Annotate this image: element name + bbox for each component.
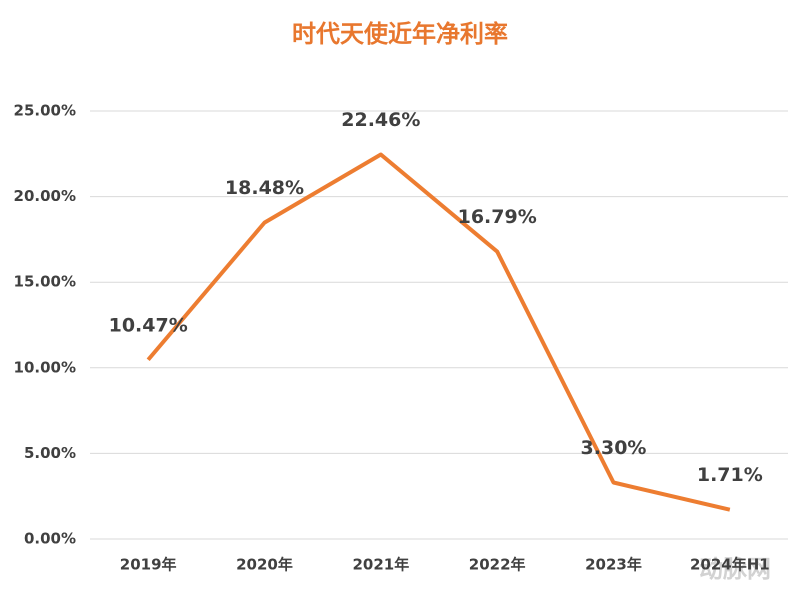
- chart-title: 时代天使近年净利率: [292, 20, 508, 48]
- y-tick-label: 0.00%: [24, 530, 76, 548]
- y-tick-label: 15.00%: [14, 273, 76, 291]
- y-tick-label: 5.00%: [24, 444, 76, 462]
- x-tick-label: 2022年: [469, 556, 526, 574]
- data-label: 3.30%: [581, 437, 647, 459]
- data-line: [146, 152, 731, 512]
- data-label: 10.47%: [109, 314, 188, 336]
- data-label: 18.48%: [225, 177, 304, 199]
- x-tick-label: 2023年: [585, 556, 642, 574]
- data-label: 16.79%: [458, 206, 537, 228]
- x-tick-label: 2019年: [120, 556, 177, 574]
- y-tick-label: 20.00%: [14, 187, 76, 205]
- y-tick-label: 25.00%: [14, 102, 76, 120]
- data-label: 22.46%: [341, 109, 420, 131]
- x-tick-label: 2024年H1: [690, 556, 770, 574]
- x-tick-label: 2020年: [236, 556, 293, 574]
- watermark: 动脉网: [699, 555, 771, 583]
- x-tick-label: 2021年: [352, 556, 409, 574]
- y-tick-label: 10.00%: [14, 358, 76, 376]
- data-label: 1.71%: [697, 464, 763, 486]
